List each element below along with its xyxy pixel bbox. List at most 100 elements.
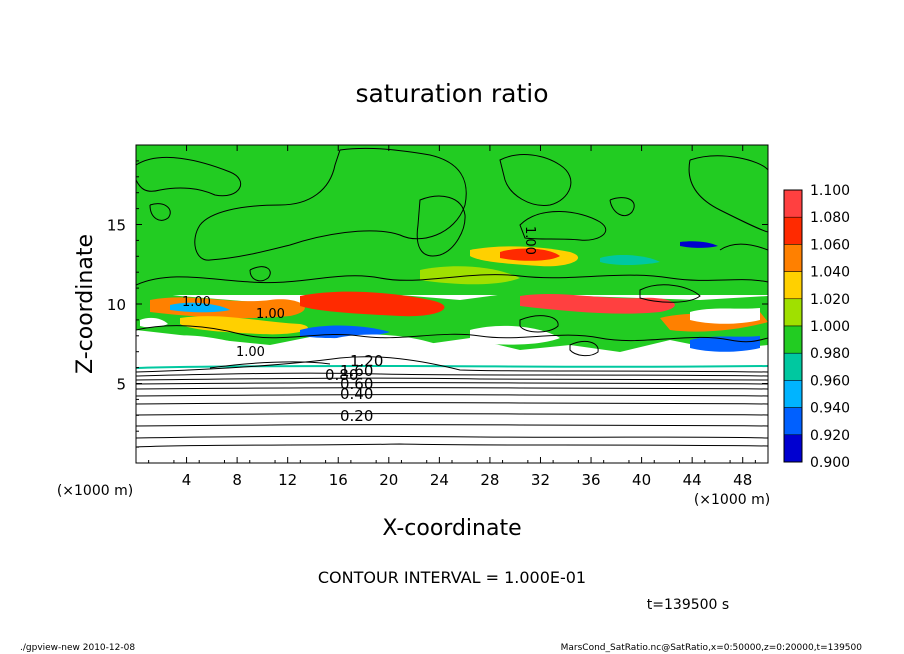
- colorbar-label: 0.960: [810, 373, 850, 389]
- contour-line-lower-1: [136, 356, 768, 373]
- x-tick-label: 12: [278, 471, 297, 489]
- contour-line-upper-1: [136, 156, 242, 197]
- anomaly-patches: [140, 241, 768, 357]
- contour-label: 0.80: [325, 366, 358, 384]
- patch-white-5: [140, 317, 168, 328]
- x-tick-label: 8: [232, 471, 242, 489]
- colorbar-segment: [783, 434, 803, 463]
- colorbar-label: 1.000: [810, 319, 850, 335]
- contour-label: 1.00: [522, 226, 537, 255]
- x-tick-label: 48: [733, 471, 752, 489]
- contour-line-upper-5: [499, 154, 572, 206]
- contour-line-lower-6: [136, 394, 768, 397]
- contour-line-upper-9: [719, 243, 768, 251]
- colorbar-label: 0.920: [810, 428, 850, 444]
- patch-red: [300, 291, 445, 317]
- patch-yellow: [180, 316, 308, 335]
- chart-title: saturation ratio: [355, 79, 548, 108]
- contour-line-lower-3: [136, 377, 768, 381]
- patch-orange: [150, 297, 305, 319]
- colorbar-label: 1.020: [810, 292, 850, 308]
- contour-line-upper-3: [194, 147, 467, 261]
- x-unit-label-right: (×1000 m): [694, 492, 770, 508]
- colorbar-segment: [783, 216, 803, 245]
- patch-white-4: [690, 308, 760, 324]
- colorbar-label: 1.080: [810, 210, 850, 226]
- patch-white-2: [330, 334, 450, 357]
- contour-line-lower-7: [136, 402, 768, 405]
- contour-line-lower-12: [209, 361, 331, 369]
- colorbar-label: 1.100: [810, 183, 850, 199]
- contour-line-upper-15: [569, 341, 599, 357]
- patch-blue-2: [170, 302, 230, 313]
- contour-line-lower-2: [136, 372, 768, 377]
- colorbar: 1.100 1.080 1.060 1.040 1.020 1.000 0.980 0.960…: [783, 183, 850, 471]
- contour-line-upper-14: [519, 315, 559, 333]
- contour-line-upper-2: [149, 203, 171, 221]
- x-tick-label: 44: [683, 471, 702, 489]
- contour-label: 1.00: [256, 307, 285, 322]
- y-tick-label: 15: [107, 217, 126, 235]
- contour-label: 0.60: [340, 375, 373, 393]
- patch-white: [150, 335, 250, 353]
- contour-line-lower-10: [136, 435, 768, 439]
- contour-line-upper-10: [136, 274, 768, 286]
- contour-line-upper-11: [249, 266, 271, 282]
- x-axis: 4 8 12 16 20 24 28 32 36 40 44 48: [148, 145, 756, 489]
- contour-line-lower-4: [136, 382, 768, 385]
- y-tick-label: 5: [116, 376, 126, 394]
- y-tick-label: 10: [107, 296, 126, 314]
- contour-line-upper-12: [639, 284, 701, 303]
- layer-boundary: [136, 364, 768, 369]
- colorbar-segment: [783, 380, 803, 408]
- patch-cyan: [600, 255, 660, 265]
- colorbar-segment: [783, 325, 803, 354]
- footer-right: MarsCond_SatRatio.nc@SatRatio,x=0:50000,…: [561, 643, 863, 653]
- colorbar-segment: [783, 298, 803, 327]
- footer-left: ./gpview-new 2010-12-08: [20, 643, 135, 653]
- y-axis: 5 10 15: [107, 160, 768, 448]
- x-tick-label: 24: [430, 471, 449, 489]
- contour-line-upper-6: [519, 211, 607, 241]
- patch-red-2: [520, 294, 675, 314]
- contour-line-upper-13: [136, 325, 768, 343]
- contour-interval-text: CONTOUR INTERVAL = 1.000E-01: [318, 568, 586, 587]
- colorbar-segment: [783, 352, 803, 381]
- colorbar-label: 0.980: [810, 346, 850, 362]
- colorbar-frame: [783, 189, 803, 463]
- x-unit-label-left: (×1000 m): [57, 483, 133, 499]
- contour-label: 1.00: [182, 295, 211, 310]
- time-text: t=139500 s: [647, 597, 729, 613]
- y-axis-title: Z-coordinate: [73, 234, 98, 374]
- colorbar-segment: [783, 244, 803, 272]
- patch-red-3: [500, 248, 560, 261]
- x-tick-label: 4: [182, 471, 192, 489]
- colorbar-label: 0.940: [810, 401, 850, 417]
- contour-label: 1.60: [340, 362, 373, 380]
- x-tick-label: 28: [480, 471, 499, 489]
- x-tick-label: 40: [632, 471, 651, 489]
- patch-white-3: [470, 325, 560, 345]
- colorbar-label: 1.040: [810, 265, 850, 281]
- contour-line-upper-7: [609, 197, 635, 216]
- patch-blue-3: [690, 336, 760, 352]
- contour-line-lower-8: [136, 413, 768, 416]
- colorbar-segment: [783, 407, 803, 436]
- patch-blue-4: [680, 241, 718, 248]
- contour-line-lower-11: [136, 443, 768, 448]
- contour-label: 0.20: [340, 407, 373, 425]
- upper-contours: [136, 147, 768, 357]
- colorbar-segment: [783, 189, 803, 218]
- contour-line-upper-4: [416, 195, 466, 257]
- colorbar-segment: [783, 271, 803, 300]
- x-tick-label: 20: [379, 471, 398, 489]
- x-axis-title: X-coordinate: [382, 516, 521, 541]
- contour-line-lower-9: [136, 424, 768, 427]
- contour-line-upper-8: [688, 155, 768, 233]
- contour-labels: 1.00 1.00 1.00 1.20 1.60 0.80 0.60 0.40 …: [182, 226, 537, 425]
- plot-area: 1.00 1.00 1.00 1.20 1.60 0.80 0.60 0.40 …: [136, 145, 768, 463]
- x-tick-label: 16: [329, 471, 348, 489]
- colorbar-label: 1.060: [810, 237, 850, 253]
- x-tick-label: 36: [581, 471, 600, 489]
- colorbar-label: 0.900: [810, 455, 850, 471]
